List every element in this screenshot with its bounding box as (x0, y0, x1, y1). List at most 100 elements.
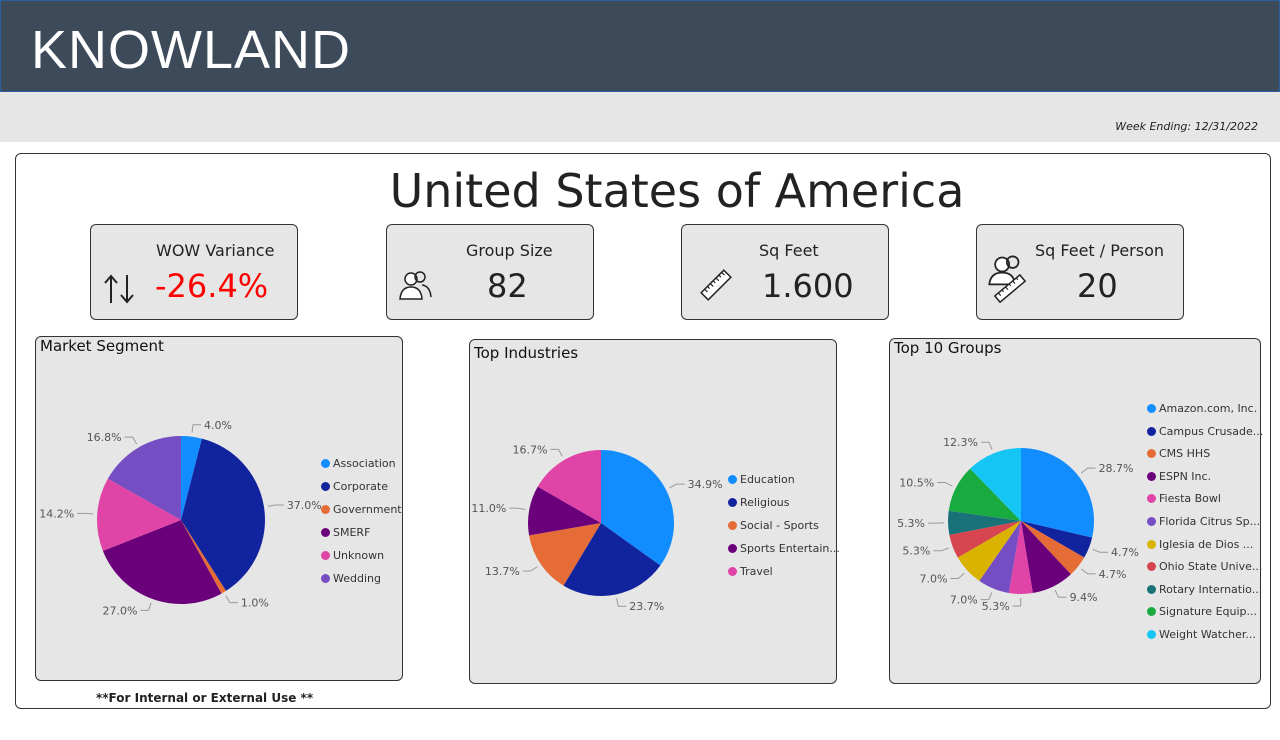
legend-label: Social - Sports (740, 519, 819, 532)
pie-slice[interactable] (529, 523, 601, 586)
kpi-card-group-size[interactable]: Group Size 82 (386, 224, 594, 320)
leader-line (937, 481, 953, 487)
legend-swatch (728, 521, 737, 530)
leader-line (933, 547, 950, 552)
legend-swatch (728, 498, 737, 507)
legend-item[interactable]: Social - Sports (728, 519, 819, 532)
pie-slice[interactable] (97, 478, 181, 551)
pie-chart: 4.0% 37.0% 1.0% 27.0% 14.2% 16.8% (39, 419, 321, 618)
legend-label: Florida Citrus Sp... (1159, 515, 1261, 528)
pie-slice[interactable] (949, 521, 1021, 558)
legend-swatch (728, 544, 737, 553)
legend-item[interactable]: Unknown (321, 549, 384, 562)
market-segment-panel[interactable]: Market Segment 4.0% 37.0% 1.0% 27.0% 14.2% 16… (35, 336, 403, 681)
data-label: 27.0% (103, 604, 138, 617)
pie-slice[interactable] (528, 486, 601, 536)
pie-slice[interactable] (181, 436, 202, 520)
legend-item[interactable]: Travel (728, 565, 773, 578)
legend-item[interactable]: Government (321, 503, 402, 516)
pie-slice[interactable] (537, 450, 601, 523)
data-label: 34.9% (688, 478, 723, 491)
pie-slice[interactable] (601, 450, 674, 566)
pie-slice[interactable] (1021, 448, 1094, 538)
legend-item[interactable]: CMS HHS (1147, 447, 1210, 460)
pie-slice[interactable] (1021, 521, 1093, 558)
legend-item[interactable]: Ohio State Unive... (1147, 560, 1262, 573)
leader-line (522, 566, 538, 572)
legend-swatch (321, 482, 330, 491)
leader-line (669, 483, 685, 489)
legend-swatch (321, 459, 330, 468)
legend-label: Weight Watcher... (1159, 628, 1256, 641)
week-ending-label: Week Ending: 12/31/2022 (1115, 120, 1258, 133)
kpi-card-sq-feet[interactable]: Sq Feet 1.600 (681, 224, 889, 320)
pie-slice[interactable] (957, 521, 1021, 581)
leader-line (225, 595, 238, 604)
legend-swatch (1147, 449, 1156, 459)
legend-label: Iglesia de Dios ... (1159, 537, 1254, 551)
up-down-arrows-icon (104, 274, 134, 304)
pie-slice[interactable] (1008, 521, 1033, 594)
pie-slice[interactable] (181, 520, 227, 594)
leader-line (550, 448, 563, 457)
legend-item[interactable]: Religious (728, 496, 790, 509)
legend-item[interactable]: Amazon.com, Inc. (1147, 402, 1257, 415)
data-label: 4.7% (1099, 568, 1127, 581)
legend-item[interactable]: Campus Crusade... (1147, 425, 1263, 438)
pie-slice[interactable] (979, 521, 1021, 593)
legend-item[interactable]: Florida Citrus Sp... (1147, 515, 1260, 528)
legend-item[interactable]: Rotary Internatio... (1147, 583, 1262, 596)
legend-swatch (1147, 471, 1156, 481)
legend-swatch (1147, 607, 1156, 617)
kpi-label: Sq Feet (759, 241, 819, 260)
top-10-groups-panel[interactable]: Top 10 Groups 28.7% 4.7% 4.7% 9.4% 5.3% 7.0% 7… (889, 338, 1263, 684)
data-label: 5.3% (902, 545, 930, 558)
kpi-label: Group Size (466, 241, 553, 260)
legend-item[interactable]: Iglesia de Dios ... (1147, 538, 1253, 551)
leader-line (267, 504, 284, 507)
legend-swatch (321, 551, 330, 560)
pie-slice[interactable] (1021, 521, 1085, 575)
legend-item[interactable]: Sports Entertain... (728, 542, 840, 555)
top-industries-panel[interactable]: Top Industries 34.9% 23.7% 13.7% 11.0% 16.7%… (469, 339, 840, 684)
footer-note: **For Internal or External Use ** (96, 691, 314, 705)
kpi-value: 82 (487, 267, 528, 305)
legend-item[interactable]: Wedding (321, 572, 381, 585)
leader-line (509, 507, 526, 511)
legend-label: Wedding (333, 572, 381, 585)
pie-chart: 28.7%4.7%4.7%9.4%5.3%7.0%7.0%5.3%5.3%10.… (897, 436, 1139, 613)
pie-slice[interactable] (102, 520, 222, 604)
legend-item[interactable]: SMERF (321, 526, 370, 539)
legend-item[interactable]: ESPN Inc. (1147, 470, 1211, 483)
top-banner: KNOWLAND (0, 0, 1280, 92)
data-label: 7.0% (919, 573, 947, 586)
legend-swatch (1147, 404, 1156, 413)
kpi-value: 1.600 (762, 267, 854, 305)
legend-item[interactable]: Signature Equip... (1147, 605, 1257, 618)
legend-item[interactable]: Corporate (321, 480, 388, 493)
pie-slice[interactable] (948, 468, 1021, 521)
legend-swatch (1147, 630, 1156, 639)
kpi-card-sq-feet-per-person[interactable]: Sq Feet / Person 20 (976, 224, 1184, 320)
leader-line (1080, 568, 1096, 575)
pie-slice[interactable] (948, 510, 1021, 535)
pie-slice[interactable] (181, 438, 265, 591)
leader-line (1080, 467, 1096, 474)
legend-item[interactable]: Weight Watcher... (1147, 628, 1256, 641)
kpi-card-wow-variance[interactable]: WOW Variance -26.4% (90, 224, 298, 320)
ruler-icon (700, 269, 732, 301)
data-label: 5.3% (982, 600, 1010, 613)
legend-item[interactable]: Education (728, 473, 795, 486)
leader-line (191, 424, 202, 433)
pie-slice[interactable] (970, 448, 1021, 521)
pie-slice[interactable] (1021, 521, 1071, 594)
legend-swatch (321, 574, 330, 583)
legend-item[interactable]: Fiesta Bowl (1147, 492, 1221, 505)
pie-slice[interactable] (563, 523, 661, 596)
legend-swatch (321, 505, 330, 514)
leader-line (980, 592, 993, 601)
legend-item[interactable]: Association (321, 457, 396, 470)
pie-slice[interactable] (107, 436, 181, 520)
panel-title: Market Segment (40, 337, 164, 355)
leader-line (981, 441, 993, 450)
